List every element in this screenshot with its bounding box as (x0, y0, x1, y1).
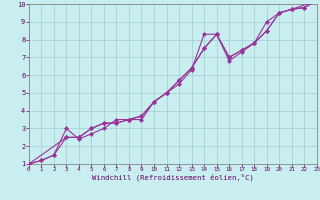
X-axis label: Windchill (Refroidissement éolien,°C): Windchill (Refroidissement éolien,°C) (92, 174, 254, 181)
